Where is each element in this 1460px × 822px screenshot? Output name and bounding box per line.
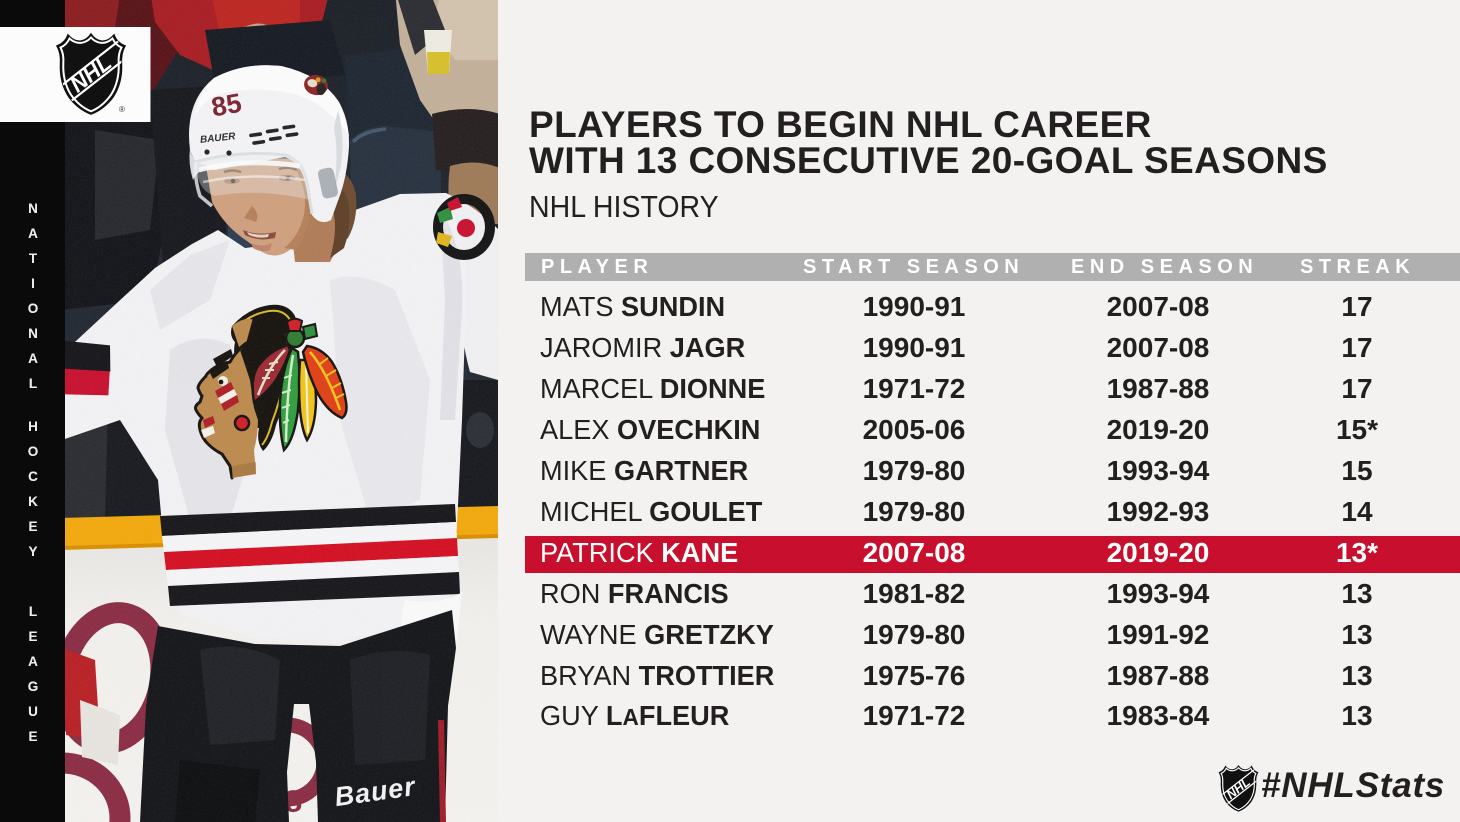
svg-text:Y: Y	[28, 544, 37, 559]
svg-text:N: N	[28, 201, 38, 216]
svg-text:A: A	[28, 226, 38, 241]
svg-text:I: I	[31, 276, 35, 291]
svg-text:A: A	[28, 226, 38, 241]
svg-text:N: N	[28, 326, 38, 341]
svg-text:L: L	[29, 604, 37, 619]
svg-text:E: E	[28, 729, 37, 744]
svg-text:L: L	[29, 376, 37, 391]
svg-text:A: A	[28, 654, 38, 669]
svg-text:®: ®	[119, 105, 125, 114]
svg-text:L: L	[29, 376, 37, 391]
svg-text:Y: Y	[28, 544, 37, 559]
svg-text:T: T	[29, 251, 38, 266]
svg-text:A: A	[28, 351, 38, 366]
svg-text:A: A	[28, 654, 38, 669]
svg-text:G: G	[28, 679, 39, 694]
svg-text:K: K	[28, 494, 38, 509]
svg-text:E: E	[28, 519, 37, 534]
svg-text:A: A	[28, 351, 38, 366]
svg-text:E: E	[28, 629, 37, 644]
svg-text:H: H	[28, 419, 38, 434]
svg-text:O: O	[28, 301, 39, 316]
svg-text:C: C	[28, 469, 38, 484]
svg-text:O: O	[28, 444, 39, 459]
svg-text:T: T	[29, 251, 38, 266]
svg-text:C: C	[28, 469, 38, 484]
svg-text:E: E	[28, 729, 37, 744]
svg-text:I: I	[31, 276, 35, 291]
svg-text:H: H	[28, 419, 38, 434]
svg-text:K: K	[28, 494, 38, 509]
svg-text:O: O	[28, 444, 39, 459]
svg-text:O: O	[28, 301, 39, 316]
svg-text:L: L	[29, 604, 37, 619]
svg-text:U: U	[28, 704, 38, 719]
svg-text:E: E	[28, 519, 37, 534]
svg-text:N: N	[28, 201, 38, 216]
svg-text:E: E	[28, 629, 37, 644]
svg-text:G: G	[28, 679, 39, 694]
svg-text:N: N	[28, 326, 38, 341]
svg-text:U: U	[28, 704, 38, 719]
